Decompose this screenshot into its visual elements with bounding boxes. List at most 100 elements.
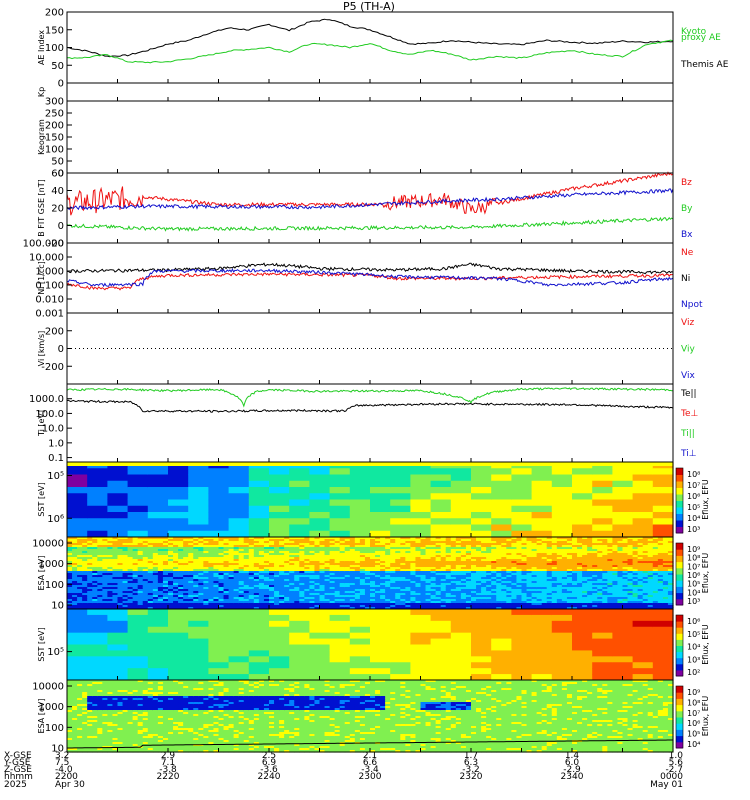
- esa_e-cell: [612, 543, 619, 546]
- esa_e-cell: [375, 603, 381, 606]
- esa_e-cell: [551, 579, 558, 582]
- esa_e-cell: [183, 541, 189, 544]
- esa_e-cell: [258, 599, 265, 602]
- esa_e-cell: [173, 595, 179, 598]
- sst_e-cell: [612, 474, 634, 482]
- esa_e-cell: [238, 593, 245, 596]
- esa_e-cell: [375, 575, 381, 578]
- esa_e-cell: [632, 547, 639, 550]
- esa_e-cell: [551, 575, 558, 578]
- esa_e-cell: [274, 569, 280, 572]
- sst_i-cell: [67, 632, 88, 640]
- esa_e-cell: [183, 537, 189, 540]
- esa_e-cell: [193, 573, 199, 576]
- esa_e-cell: [72, 573, 78, 576]
- esa_e-cell: [465, 561, 472, 564]
- esa_e-cell: [122, 571, 129, 574]
- esa_e-cell: [309, 583, 316, 586]
- esa_e-cell: [577, 541, 583, 544]
- esa_e-cell: [107, 571, 114, 574]
- bfield-series-by: [66, 216, 674, 232]
- esa_e-cell: [208, 605, 215, 608]
- esa_e-cell: [213, 553, 220, 556]
- sst_e-cell: [511, 518, 533, 526]
- esa_e-cell: [112, 581, 119, 584]
- esa_e-cell: [632, 557, 639, 560]
- esa_e-cell: [541, 593, 548, 596]
- esa_e-cell: [324, 585, 331, 588]
- esa_e-cell: [107, 565, 114, 568]
- esa_e-cell: [491, 537, 497, 540]
- esa_e-cell: [117, 541, 124, 544]
- sst_e-cell: [228, 505, 250, 513]
- esa_e-cell: [450, 563, 457, 566]
- sst_e-cell: [127, 480, 149, 488]
- sst_e-cell: [471, 493, 492, 501]
- esa_e-cell: [274, 571, 280, 574]
- esa_e-cell: [87, 587, 93, 590]
- esa_e-cell: [92, 547, 98, 550]
- esa_e-cell: [97, 547, 103, 550]
- esa_e-cell: [587, 589, 593, 592]
- esa_e-cell: [592, 575, 598, 578]
- sst_e-cell: [410, 524, 432, 532]
- esa_e-cell: [162, 549, 169, 552]
- esa_e-cell: [284, 589, 290, 592]
- esa_e-cell: [359, 543, 366, 546]
- temp-legend-2: Ti||: [680, 429, 695, 439]
- esa_e-cell: [667, 589, 674, 592]
- esa_e-cell: [642, 553, 649, 556]
- esa_e-cell: [501, 589, 507, 592]
- esa_e-cell: [541, 569, 548, 572]
- esa_e-cell: [385, 539, 391, 542]
- sst_e-colorbar-segment: [676, 481, 683, 488]
- esa_e-cell: [632, 579, 639, 582]
- esa_e-cell: [541, 605, 548, 608]
- sst_e-cell: [612, 487, 634, 494]
- esa_e-cell: [435, 543, 442, 546]
- esa_e-cell: [526, 537, 533, 540]
- esa_e-cell: [152, 545, 159, 548]
- esa_e-cell: [72, 567, 78, 570]
- esa_e-cell: [344, 537, 351, 540]
- esa_e-cell: [137, 605, 144, 608]
- esa_e-cell: [607, 573, 613, 576]
- esa_e-cell: [597, 567, 603, 570]
- esa_e-cell: [314, 593, 321, 596]
- esa_e-cell: [420, 607, 427, 610]
- esa_e-cell: [465, 581, 472, 584]
- sst_e-cell: [329, 524, 351, 532]
- esa_e-cell: [607, 595, 613, 598]
- esa_e-cell: [420, 545, 427, 548]
- esa_e-cell: [420, 563, 427, 566]
- esa_e-cell: [77, 607, 83, 610]
- esa_e-cell: [551, 537, 558, 540]
- esa_e-cell: [168, 573, 174, 576]
- esa_e-cell: [107, 549, 114, 552]
- esa_e-cell: [526, 585, 533, 588]
- esa_e-cell: [82, 583, 88, 586]
- esa_e-cell: [440, 569, 447, 572]
- esa_e-cell: [359, 573, 366, 576]
- esa_e-cell: [481, 573, 487, 576]
- sst_e-cell: [592, 512, 613, 519]
- sst_e-cell: [269, 480, 290, 488]
- esa_e-cell: [566, 541, 573, 544]
- esa_e-cell: [385, 545, 391, 548]
- esa_e-cell: [248, 537, 255, 540]
- sst_e-cell: [269, 499, 290, 507]
- bfield-legend-0: Bz: [681, 178, 692, 188]
- esa_e-cell: [92, 557, 98, 560]
- esa_e-cell: [334, 559, 341, 562]
- esa_e-cell: [274, 549, 280, 552]
- esa_e-cell: [157, 567, 164, 570]
- esa_e-cell: [637, 581, 644, 584]
- esa_e-cell: [67, 595, 73, 598]
- esa_e-cell: [157, 537, 164, 540]
- esa_e-cell: [193, 589, 199, 592]
- esa_e-ylabel: ESA [eV]: [37, 556, 46, 591]
- esa_e-cell: [319, 551, 326, 554]
- esa_e-cell: [253, 563, 260, 566]
- esa_e-cell: [77, 551, 83, 554]
- esa_e-cell: [582, 557, 588, 560]
